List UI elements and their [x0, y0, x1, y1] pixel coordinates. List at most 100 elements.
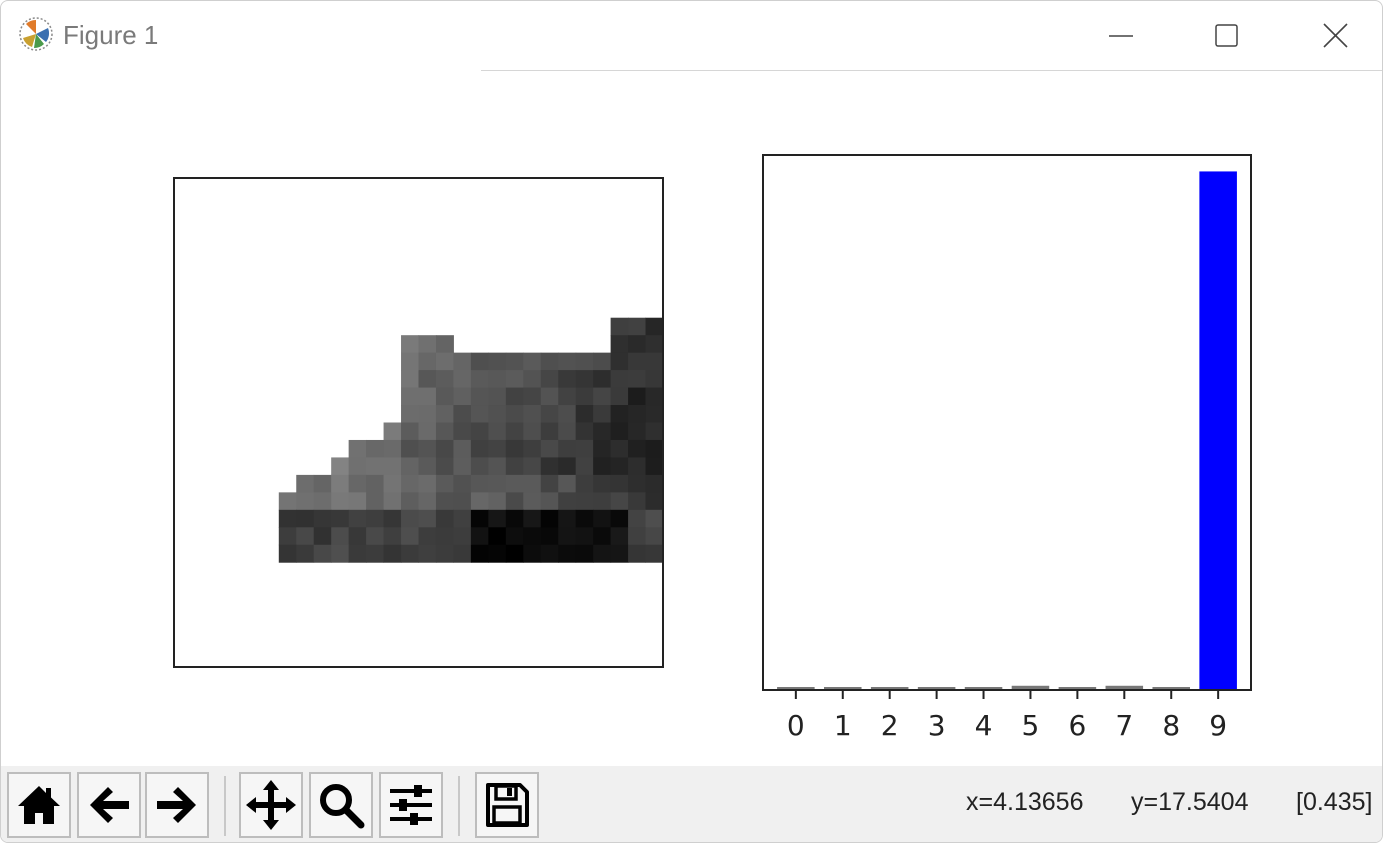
title-bar[interactable]: Figure 1: [1, 1, 1382, 71]
image-pixel: [540, 405, 559, 423]
image-pixel: [331, 492, 350, 511]
image-pixel: [435, 527, 454, 546]
image-pixel: [401, 527, 419, 546]
image-pixel: [523, 370, 542, 389]
image-pixel: [313, 527, 332, 546]
image-pixel: [645, 352, 664, 371]
image-pixel: [593, 474, 612, 493]
image-pixel: [505, 457, 524, 476]
image-pixel: [348, 492, 367, 511]
image-pixel: [610, 387, 629, 406]
image-pixel: [645, 370, 664, 389]
image-pixel: [488, 509, 507, 528]
bar-8: [1152, 687, 1190, 690]
window-title: Figure 1: [63, 20, 159, 50]
minimize-button[interactable]: [1071, 1, 1171, 71]
image-pixel: [593, 422, 612, 441]
configure-subplots-button[interactable]: [379, 772, 443, 838]
image-pixel: [523, 352, 542, 371]
image-pixel: [505, 352, 524, 371]
image-pixel: [628, 370, 647, 389]
image-pixel: [610, 317, 629, 336]
image-pixel: [418, 492, 437, 511]
image-pixel: [435, 492, 454, 511]
image-pixel: [523, 439, 542, 458]
image-pixel: [540, 509, 559, 528]
image-pixel: [540, 387, 559, 406]
zoom-button[interactable]: [309, 772, 373, 838]
image-pixel: [331, 457, 350, 476]
close-icon: [1323, 23, 1348, 48]
image-pixel: [505, 370, 524, 389]
image-pixel: [540, 439, 559, 458]
image-pixel: [313, 544, 332, 563]
image-pixel: [523, 457, 542, 476]
floppy-disk-icon: [486, 783, 529, 827]
image-pixel: [383, 474, 402, 493]
image-pixel: [558, 422, 577, 441]
image-pixel: [610, 335, 629, 354]
image-pixel: [470, 457, 489, 476]
maximize-button[interactable]: [1176, 1, 1276, 71]
image-pixel: [505, 509, 524, 528]
back-button[interactable]: [77, 772, 141, 838]
title-divider: [481, 70, 1382, 71]
image-pixel: [418, 352, 437, 371]
image-pixel: [593, 405, 612, 423]
image-pixel: [348, 439, 367, 458]
image-pixel: [401, 474, 419, 493]
pan-button[interactable]: [239, 772, 303, 838]
image-pixel: [366, 492, 385, 511]
image-pixel: [645, 527, 664, 546]
bar-series: [777, 171, 1237, 690]
image-pixel: [296, 509, 315, 528]
image-pixel: [575, 474, 594, 493]
image-pixel: [366, 509, 385, 528]
image-pixel: [401, 439, 419, 458]
image-pixel: [540, 422, 559, 441]
forward-arrow-icon: [157, 787, 196, 823]
bar-5: [1011, 685, 1050, 690]
image-pixel: [401, 457, 419, 476]
x-tick-label: 9: [1209, 709, 1227, 742]
image-pixel: [505, 405, 524, 423]
image-pixel: [645, 474, 664, 493]
image-pixel: [628, 405, 647, 423]
image-pixel: [488, 457, 507, 476]
image-pixel: [366, 474, 385, 493]
image-pixel: [278, 492, 297, 511]
image-pixel: [558, 544, 577, 563]
image-pixel: [523, 474, 542, 493]
image-pixel: [628, 352, 647, 371]
image-pixel: [453, 457, 472, 476]
image-pixel: [418, 370, 437, 389]
image-pixel: [401, 544, 419, 563]
forward-button[interactable]: [145, 772, 209, 838]
image-pixel: [488, 474, 507, 493]
image-pixel: [278, 544, 297, 563]
image-pixel: [383, 439, 402, 458]
sliders-icon: [390, 785, 432, 825]
image-pixel: [523, 405, 542, 423]
save-button[interactable]: [475, 772, 539, 838]
image-pixel: [628, 439, 647, 458]
image-pixel: [470, 527, 489, 546]
image-pixel: [383, 492, 402, 511]
image-pixel: [593, 492, 612, 511]
image-pixel: [453, 422, 472, 441]
image-pixel: [610, 527, 629, 546]
image-pixel: [435, 544, 454, 563]
close-button[interactable]: [1285, 1, 1382, 71]
image-pixel: [418, 439, 437, 458]
image-pixel: [540, 527, 559, 546]
image-pixel: [296, 492, 315, 511]
image-pixel: [488, 352, 507, 371]
maximize-icon: [1215, 24, 1238, 47]
image-pixel: [453, 474, 472, 493]
image-pixel: [645, 335, 664, 354]
home-button[interactable]: [7, 772, 71, 838]
image-pixel: [296, 527, 315, 546]
image-pixel: [453, 387, 472, 406]
image-pixel: [575, 439, 594, 458]
